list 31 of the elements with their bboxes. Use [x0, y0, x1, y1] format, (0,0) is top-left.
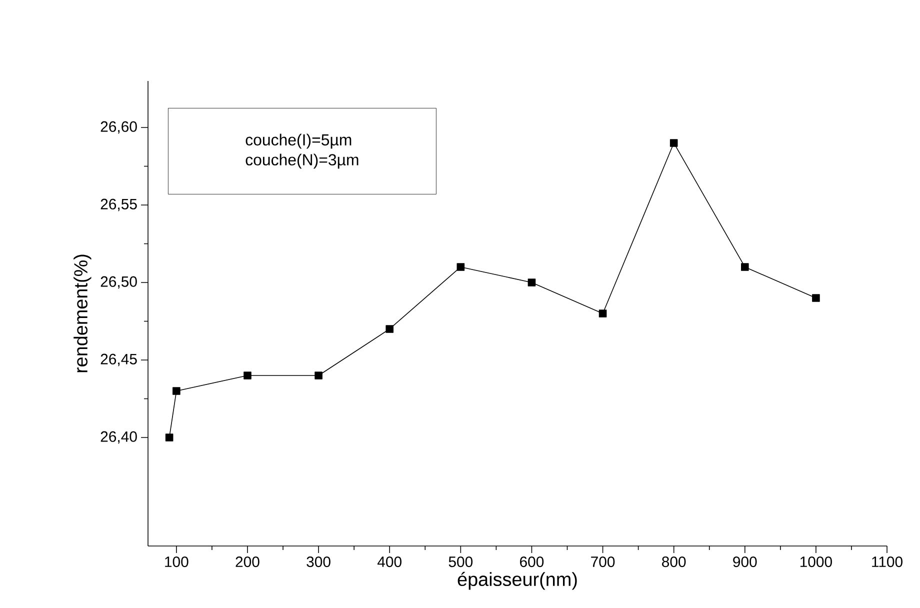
y-tick-label: 26,45: [100, 354, 137, 366]
point: [165, 434, 174, 442]
y-tick-label: 26,40: [100, 431, 137, 444]
x-tick-label: 900: [733, 556, 757, 568]
annotation: couche(I)=5µm: [246, 134, 352, 149]
x-tick-label: 1000: [800, 556, 832, 568]
point: [598, 310, 607, 318]
x-tick-label: 1100: [872, 556, 902, 568]
y-tick-label: 26,55: [100, 198, 137, 212]
x-tick-label: 600: [520, 556, 544, 568]
y-tick-label: 26,50: [100, 276, 137, 289]
point: [812, 294, 820, 302]
annotation: couche(N)=3µm: [246, 154, 358, 169]
x-tick-label: 300: [306, 556, 330, 568]
point: [172, 387, 180, 395]
y-tick-label: 26,60: [100, 121, 137, 134]
x-axis-title: épaisseur(nm): [458, 572, 577, 590]
point: [528, 278, 536, 286]
x-tick-label: 500: [448, 556, 473, 568]
y-axis-title: rendement(%): [74, 254, 92, 372]
point: [386, 325, 394, 333]
point: [314, 372, 322, 380]
point: [456, 263, 465, 271]
point: [244, 372, 252, 380]
x-tick-label: 200: [236, 556, 260, 568]
point: [670, 139, 678, 147]
point: [740, 263, 749, 271]
x-tick-label: 400: [377, 556, 402, 568]
x-tick-label: 800: [662, 556, 686, 568]
x-tick-label: 100: [165, 556, 188, 568]
x-tick-label: 700: [591, 556, 615, 568]
